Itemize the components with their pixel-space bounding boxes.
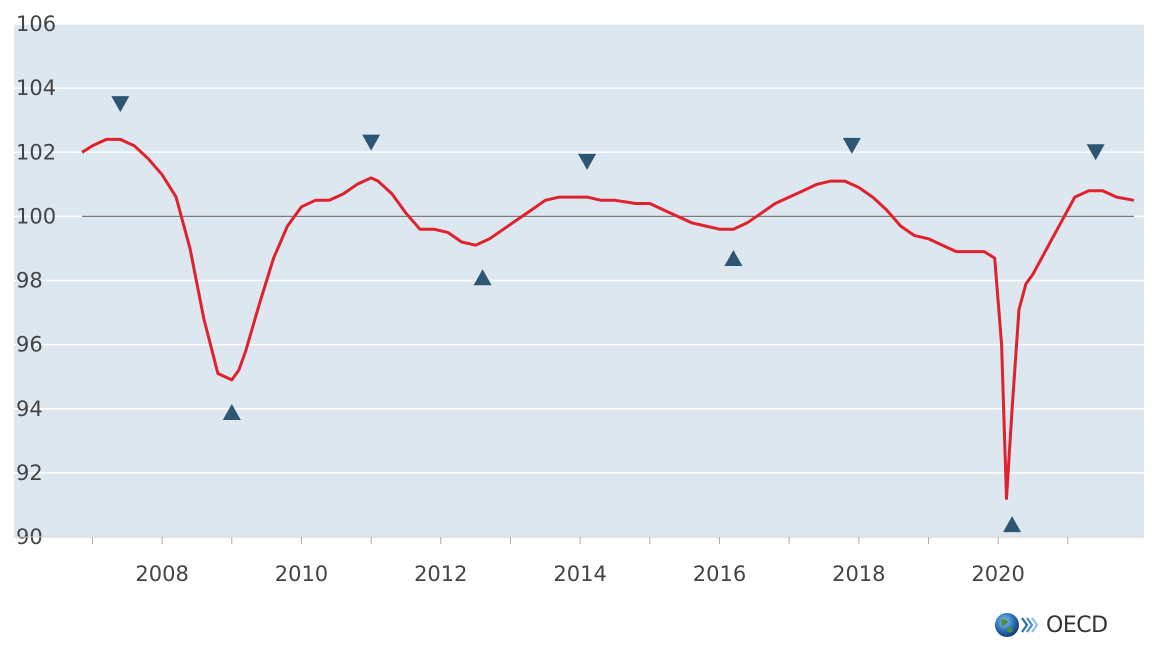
oecd-logo-text: OECD (1046, 612, 1108, 638)
trough-marker (724, 250, 743, 267)
x-tick-label: 2010 (275, 562, 328, 586)
x-tick-label: 2012 (414, 562, 467, 586)
trough-marker (222, 403, 241, 420)
y-tick-label: 98 (16, 269, 43, 293)
oecd-logo: OECD (994, 610, 1108, 640)
x-tick-label: 2008 (135, 562, 188, 586)
y-tick-label: 100 (16, 204, 56, 228)
peak-marker (578, 153, 597, 170)
x-tick-label: 2014 (553, 562, 606, 586)
x-tick-label: 2018 (832, 562, 885, 586)
trough-marker (473, 269, 492, 286)
y-tick-label: 102 (16, 140, 56, 164)
x-tick-label: 2016 (693, 562, 746, 586)
x-tick-label: 2020 (971, 562, 1024, 586)
y-tick-label: 92 (16, 461, 43, 485)
y-tick-label: 106 (16, 12, 56, 36)
peak-marker (111, 96, 130, 113)
x-axis: 2008 2010 2012 2014 2016 2018 2020 (14, 536, 1144, 586)
y-tick-label: 94 (16, 397, 43, 421)
y-tick-label: 104 (16, 76, 56, 100)
series-line (81, 137, 1135, 500)
peak-marker (1086, 144, 1105, 161)
turning-point-markers (111, 96, 1105, 533)
peak-marker (842, 137, 861, 154)
peak-marker (362, 134, 381, 151)
globe-icon (995, 613, 1039, 637)
trough-marker (1003, 516, 1022, 533)
y-tick-label: 96 (16, 333, 43, 357)
